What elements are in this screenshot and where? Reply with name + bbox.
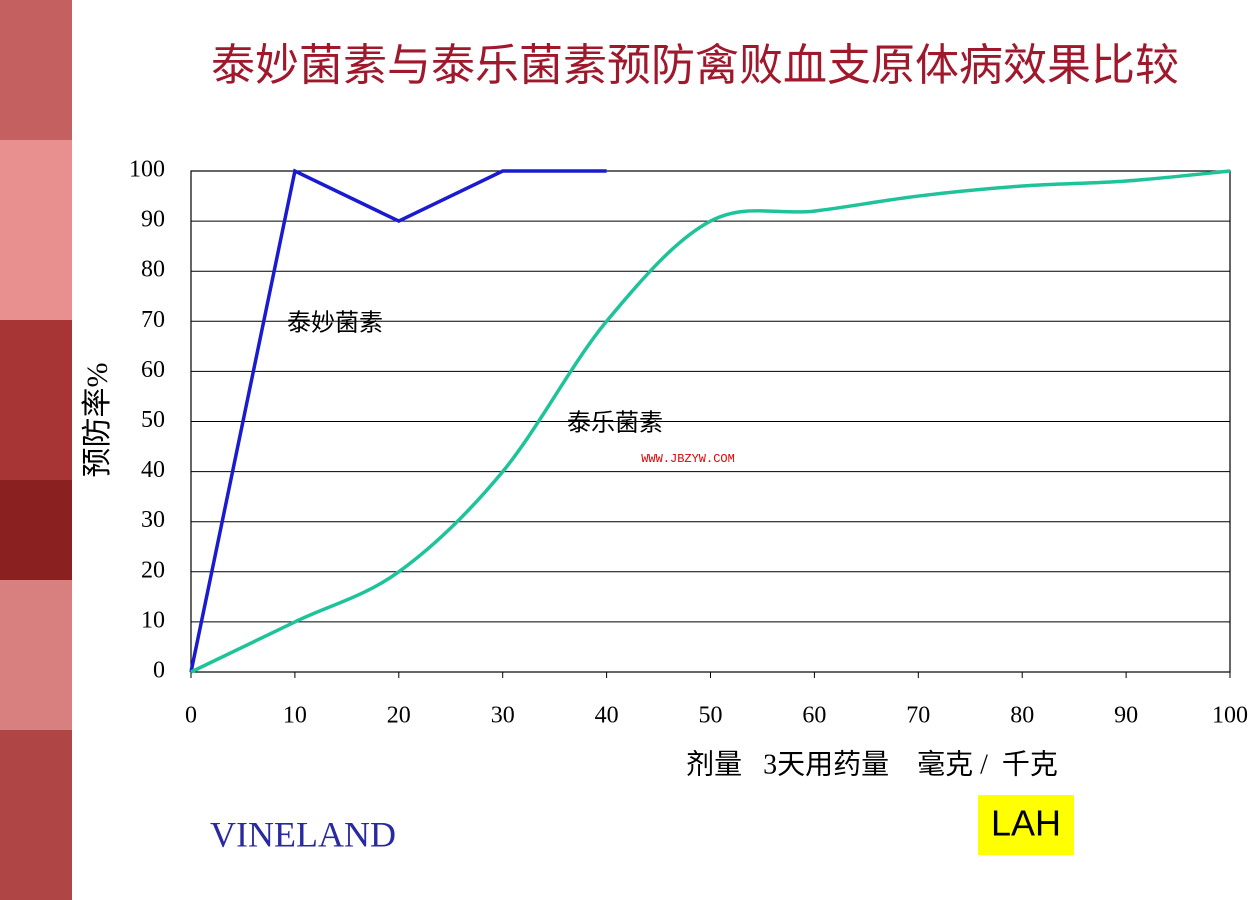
series-label: 泰妙菌素	[287, 310, 383, 337]
x-tick-label: 60	[802, 703, 826, 729]
side-strip	[0, 0, 72, 900]
logo-box	[978, 795, 1074, 855]
strip-photo	[0, 320, 72, 480]
x-tick-label: 30	[491, 703, 515, 729]
y-tick-label: 0	[153, 658, 165, 684]
series-line	[190, 169, 1231, 674]
x-tick-label: 40	[595, 703, 619, 729]
x-tick-label: 50	[699, 703, 723, 729]
x-axis-label: 剂量 3天用药量 毫克 / 千克	[686, 748, 1058, 780]
strip-photo	[0, 0, 72, 140]
x-tick-label: 10	[283, 703, 307, 729]
strip-photo	[0, 140, 72, 320]
brand: VINELAND	[210, 814, 396, 854]
series-line	[189, 168, 607, 673]
series-label: 泰乐菌素	[567, 410, 663, 437]
x-tick-label: 80	[1010, 703, 1034, 729]
y-tick-label: 90	[141, 207, 165, 233]
y-tick-label: 50	[141, 407, 165, 433]
x-tick-label: 100	[1212, 703, 1248, 729]
y-tick-label: 80	[141, 257, 165, 283]
x-tick-label: 0	[185, 703, 197, 729]
strip-photo	[0, 480, 72, 580]
y-tick-label: 40	[141, 457, 165, 483]
strip-photo	[0, 580, 72, 730]
y-axis-label: 预防率%	[81, 363, 114, 478]
y-tick-label: 60	[141, 357, 165, 383]
x-tick-label: 70	[906, 703, 930, 729]
y-tick-label: 30	[141, 507, 165, 533]
y-tick-label: 10	[141, 607, 165, 633]
y-tick-label: 20	[141, 557, 165, 583]
watermark: WWW.JBZYW.COM	[641, 452, 735, 466]
strip-photo	[0, 730, 72, 900]
y-tick-label: 100	[129, 157, 165, 183]
y-tick-label: 70	[141, 307, 165, 333]
chart-title: 泰妙菌素与泰乐菌素预防禽败血支原体病效果比较	[211, 41, 1179, 90]
x-tick-label: 90	[1114, 703, 1138, 729]
logo: LAH	[991, 803, 1061, 844]
x-tick-label: 20	[387, 703, 411, 729]
